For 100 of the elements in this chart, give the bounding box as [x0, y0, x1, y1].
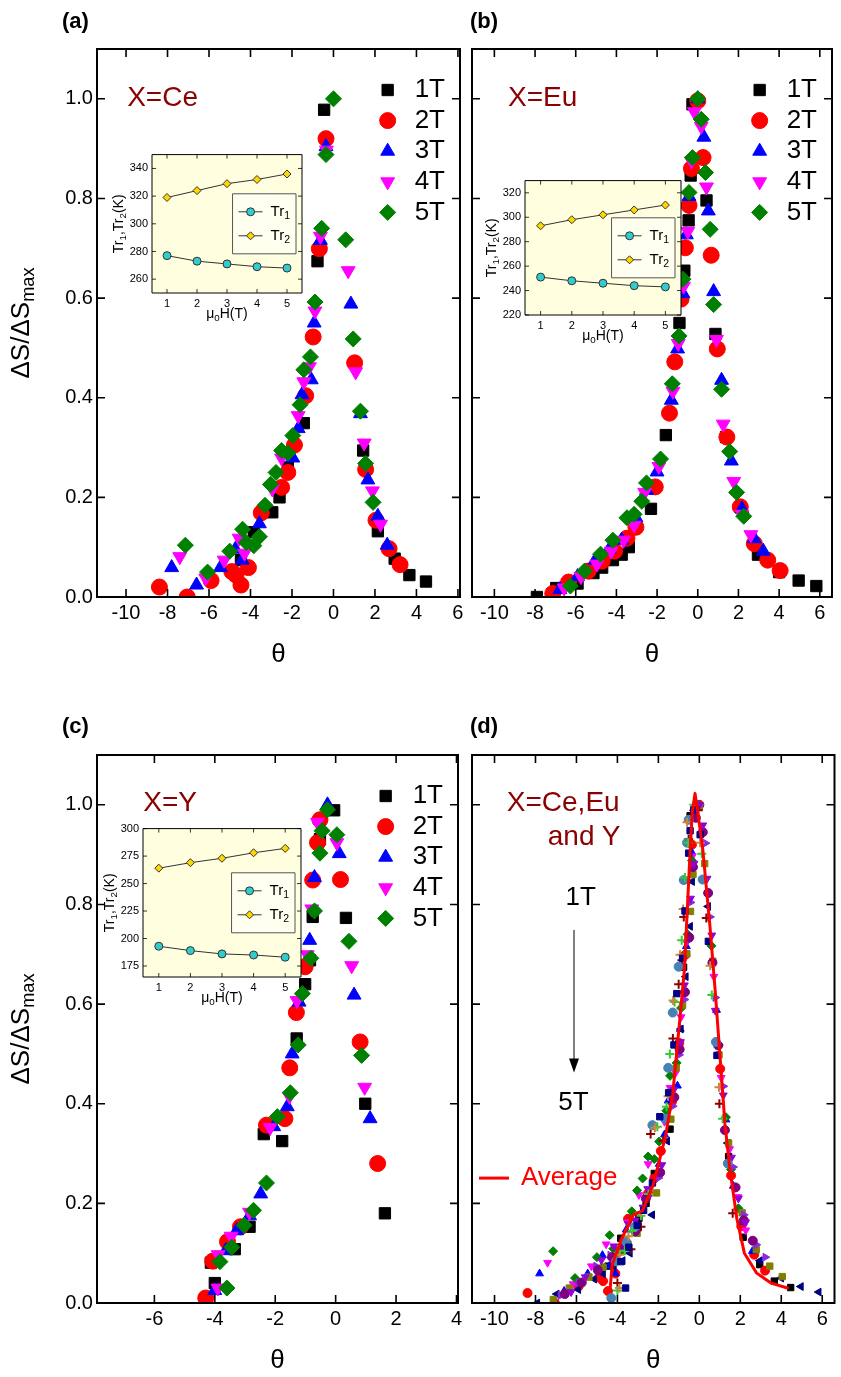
y-tick-label: 280 — [502, 234, 521, 247]
chart-title: (b) — [470, 8, 499, 34]
x-tick-label: 2 — [390, 1306, 402, 1329]
x-tick-label: 1 — [155, 980, 162, 993]
y-tick-label: 320 — [502, 185, 521, 198]
x-tick-label: 2 — [732, 600, 744, 623]
x-axis-title: θ — [271, 638, 286, 669]
legend-label: 4T — [786, 164, 818, 195]
annotation: X=Ce,Eu — [506, 785, 620, 817]
x-tick-label: 4 — [250, 980, 257, 993]
x-tick-label: -8 — [526, 1306, 545, 1329]
y-tick-label: 340 — [129, 161, 148, 174]
y-axis-title: Tr1,Tr2(K) — [109, 194, 128, 254]
y-tick-label: 275 — [120, 849, 139, 862]
x-tick-label: 2 — [568, 318, 575, 331]
legend-label: 3T — [412, 840, 444, 871]
x-axis-title: θ — [644, 638, 660, 669]
chart-title: (a) — [62, 8, 89, 34]
x-tick-label: 5 — [283, 296, 291, 309]
x-tick-label: -10 — [480, 1306, 509, 1329]
annotation: X=Y — [143, 785, 198, 817]
x-axis-title: θ — [270, 1344, 285, 1375]
y-axis-title: ΔS/ΔSmax — [5, 267, 39, 379]
x-tick-label: 4 — [631, 318, 638, 331]
x-tick-label: -6 — [145, 1306, 164, 1329]
x-tick-label: -4 — [607, 600, 626, 623]
x-tick-label: -6 — [200, 600, 218, 623]
x-tick-label: 2 — [193, 296, 201, 309]
legend-label: 5T — [786, 195, 818, 226]
x-tick-label: -2 — [266, 1306, 285, 1329]
y-tick-label: 200 — [120, 931, 139, 944]
y-tick-label: 0.8 — [65, 185, 93, 208]
x-tick-label: 4 — [775, 1306, 787, 1329]
y-tick-label: 260 — [502, 259, 521, 272]
x-tick-label: 2 — [187, 980, 194, 993]
x-tick-label: 0 — [693, 1306, 705, 1329]
y-tick-label: 220 — [502, 308, 521, 321]
x-tick-label: -4 — [241, 600, 260, 623]
y-tick-label: 300 — [129, 216, 148, 229]
x-tick-label: 3 — [223, 296, 231, 309]
y-tick-label: 1.0 — [65, 792, 93, 815]
annotation: 5T — [558, 1086, 589, 1117]
legend-label: 3T — [414, 134, 446, 165]
legend-label: 3T — [786, 134, 818, 165]
y-tick-label: 240 — [502, 283, 521, 296]
x-tick-label: -4 — [205, 1306, 224, 1329]
legend-label: 2T — [412, 809, 444, 840]
legend-label: 2T — [786, 103, 818, 134]
x-tick-label: 4 — [410, 600, 422, 623]
y-tick-label: 225 — [120, 904, 139, 917]
y-tick-label: 0.2 — [65, 1190, 93, 1213]
x-tick-label: 1 — [163, 296, 171, 309]
annotation: X=Ce — [127, 81, 198, 113]
x-tick-label: 0 — [692, 600, 704, 623]
x-tick-label: 2 — [369, 600, 381, 623]
x-tick-label: -6 — [566, 600, 585, 623]
legend-label: 1T — [786, 73, 818, 104]
x-tick-label: -10 — [479, 600, 509, 623]
y-tick-label: 0.4 — [65, 1091, 93, 1114]
legend-label: 1T — [414, 73, 446, 104]
x-tick-label: -4 — [608, 1306, 627, 1329]
x-tick-label: 6 — [452, 600, 464, 623]
y-tick-label: 0.2 — [65, 484, 93, 507]
legend-label: 5T — [414, 195, 446, 226]
x-tick-label: 5 — [282, 980, 289, 993]
y-tick-label: 260 — [129, 272, 148, 285]
x-tick-label: -2 — [648, 600, 666, 623]
x-tick-label: 1 — [537, 318, 544, 331]
y-axis-title: ΔS/ΔSmax — [5, 973, 39, 1085]
legend-label: Average — [521, 1161, 618, 1192]
y-tick-label: 250 — [120, 876, 139, 889]
x-tick-label: 6 — [816, 1306, 828, 1329]
y-tick-label: 0.0 — [65, 584, 93, 607]
x-tick-label: 0 — [330, 1306, 342, 1329]
y-tick-label: 0.0 — [65, 1290, 93, 1313]
x-tick-label: -2 — [649, 1306, 668, 1329]
x-tick-label: 3 — [218, 980, 226, 993]
annotation: 1T — [565, 880, 597, 911]
x-tick-label: 4 — [773, 600, 785, 623]
y-tick-label: 0.6 — [65, 285, 93, 308]
y-axis-title: Tr1,Tr2(K) — [100, 873, 119, 933]
y-tick-label: 175 — [120, 959, 139, 972]
x-tick-label: 0 — [327, 600, 340, 623]
x-tick-label: 6 — [814, 600, 826, 623]
y-tick-label: 0.8 — [65, 891, 93, 914]
x-tick-label: 4 — [450, 1306, 463, 1329]
chart-title: (d) — [470, 713, 499, 739]
legend-label: 4T — [412, 870, 444, 901]
x-tick-label: 2 — [734, 1306, 746, 1329]
legend-label: 2T — [414, 103, 446, 134]
y-tick-label: 1.0 — [65, 86, 93, 109]
y-tick-label: 280 — [129, 244, 148, 257]
x-tick-label: 4 — [253, 296, 261, 309]
x-tick-label: -2 — [283, 600, 301, 623]
annotation: and Y — [547, 819, 621, 851]
y-tick-label: 300 — [120, 821, 139, 834]
y-tick-label: 0.6 — [65, 991, 93, 1014]
y-axis-title: Tr1,Tr2(K) — [482, 218, 501, 278]
x-tick-label: -10 — [111, 600, 141, 623]
y-tick-label: 320 — [129, 189, 148, 202]
